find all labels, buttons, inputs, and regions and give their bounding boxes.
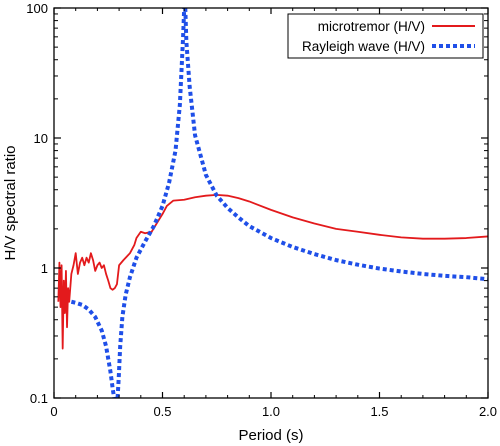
legend-box bbox=[287, 13, 484, 59]
x-tick-label: 0.5 bbox=[153, 404, 171, 419]
x-tick-label: 1.5 bbox=[370, 404, 388, 419]
x-axis-label: Period (s) bbox=[238, 427, 303, 444]
curves-layer bbox=[57, 8, 488, 398]
series-line-rayleigh bbox=[70, 8, 488, 398]
y-axis-label: H/V spectral ratio bbox=[2, 145, 19, 260]
x-tick-label: 1.0 bbox=[262, 404, 280, 419]
legend: microtremor (H/V) Rayleigh wave (H/V) bbox=[287, 13, 484, 59]
axis-ticks: 0 0.5 1.0 1.5 2.0 0.1 1 10 100 bbox=[26, 1, 497, 419]
x-tick-label: 2.0 bbox=[479, 404, 497, 419]
y-tick-label: 10 bbox=[34, 131, 48, 146]
y-tick-label: 100 bbox=[26, 1, 48, 16]
x-tick-label: 0 bbox=[50, 404, 57, 419]
y-tick-label: 1 bbox=[41, 261, 48, 276]
legend-label-microtremor: microtremor (H/V) bbox=[318, 19, 425, 34]
series-line-microtremor bbox=[57, 194, 488, 350]
y-tick-label: 0.1 bbox=[30, 391, 48, 406]
legend-label-rayleigh: Rayleigh wave (H/V) bbox=[302, 39, 425, 54]
